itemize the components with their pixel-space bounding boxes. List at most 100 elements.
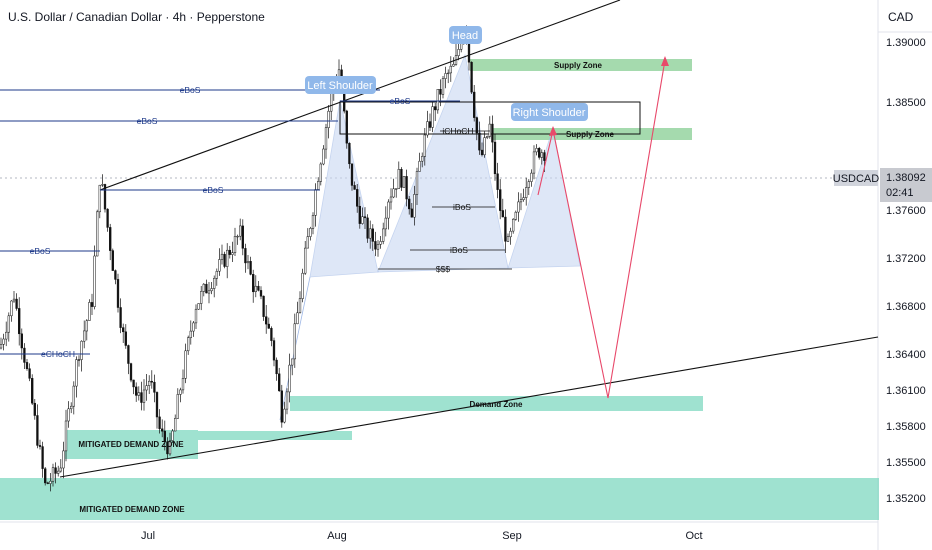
candle-body [155,392,159,418]
candle-body [415,171,419,195]
price-axis-labels: 1.39000 1.38500 1.37600 1.37200 1.36800 1.364… [886,37,926,505]
candle-body [452,64,455,67]
candle-body [405,176,408,200]
head-triangle [377,53,509,273]
ibos-label-1: iBoS [453,202,471,212]
candle-body [142,389,146,403]
candle-body [194,308,198,324]
candle-body [150,380,153,383]
candle-body [376,244,380,250]
candle-body [348,142,351,165]
time-tick-1: Aug [327,530,347,542]
candle-body [70,405,73,410]
mitigated-demand-zone-extension [198,431,352,440]
candle-body [148,380,151,386]
candle-body [306,236,309,249]
candle-body [431,106,434,128]
candle-body [192,322,195,332]
candle-body [135,386,138,396]
mitigated-demand-zone-label-left: MITIGATED DEMAND ZONE [78,440,184,449]
last-price-label: 1.38092 [886,172,926,184]
price-tick-9: 1.35200 [886,493,926,505]
candle-body [38,445,42,447]
candle-body [444,73,447,79]
candle-body [226,249,229,267]
time-tick-0: Jul [141,530,155,542]
left-shoulder-triangle [309,99,379,278]
candle-body [379,241,382,245]
candle-body [49,480,52,484]
candle-body [257,285,260,291]
candle-body [119,307,122,328]
candle-body [488,123,491,137]
candle-body [231,252,234,255]
candle-body [509,230,512,238]
candle-body [228,249,231,255]
candle-body [408,198,411,210]
candle-body [197,303,200,310]
candle-body [389,196,393,203]
candle-body [158,416,161,429]
price-tick-4: 1.36800 [886,301,926,313]
candle-body [265,316,268,325]
countdown-label: 02:41 [886,187,914,199]
price-tick-0: 1.39000 [886,37,926,49]
lower-trendline [59,336,879,478]
candle-body [109,227,112,251]
candle-body [491,123,494,143]
supply-zone-lower-label: Supply Zone [566,130,615,139]
candle-body [239,225,242,237]
candle-body [298,298,302,314]
candle-body [470,61,473,93]
candle-body [421,156,424,162]
price-tick-5: 1.36400 [886,349,926,361]
candle-body [51,467,55,482]
head-pill [449,26,482,44]
candle-body [363,216,367,219]
candle-body [358,205,361,224]
candle-body [93,255,96,307]
candle-body [33,402,36,416]
candle-body [54,467,57,474]
candle-body [517,201,520,213]
candle-body [36,415,39,446]
candle-body [57,470,60,474]
candle-body [161,428,164,432]
candle-body [475,117,478,134]
upper-trendline [99,0,621,191]
candle-body [384,217,387,230]
candle-body [127,345,130,364]
candle-body [413,194,416,218]
candle-body [514,211,517,220]
left-shoulder-label: Left Shoulder [307,80,373,92]
ebos-label-4: eBoS [30,246,51,256]
candle-body [434,106,437,111]
candle-body [436,89,439,111]
candle-body [77,359,81,361]
candle-body [96,211,99,257]
candle-body [369,228,372,239]
candle-body [23,347,26,363]
candle-body [449,65,452,74]
price-tick-6: 1.36100 [886,385,926,397]
candle-body [309,228,312,237]
candle-body [304,247,307,274]
candle-body [410,208,413,218]
candle-body [395,188,398,190]
candle-body [205,283,208,294]
supply-zone-upper-rect [470,59,692,71]
candle-body [46,482,49,484]
candle-body [0,344,3,349]
ebos-label-3: eBoS [203,185,224,195]
candle-body [402,176,406,188]
candle-body [168,440,172,455]
candle-body [428,121,432,128]
projection-path [537,59,666,399]
candle-body [129,363,133,381]
candle-body [252,274,255,293]
candle-body [184,350,187,379]
currency-label: CAD [888,10,914,24]
head-label: Head [452,30,478,42]
